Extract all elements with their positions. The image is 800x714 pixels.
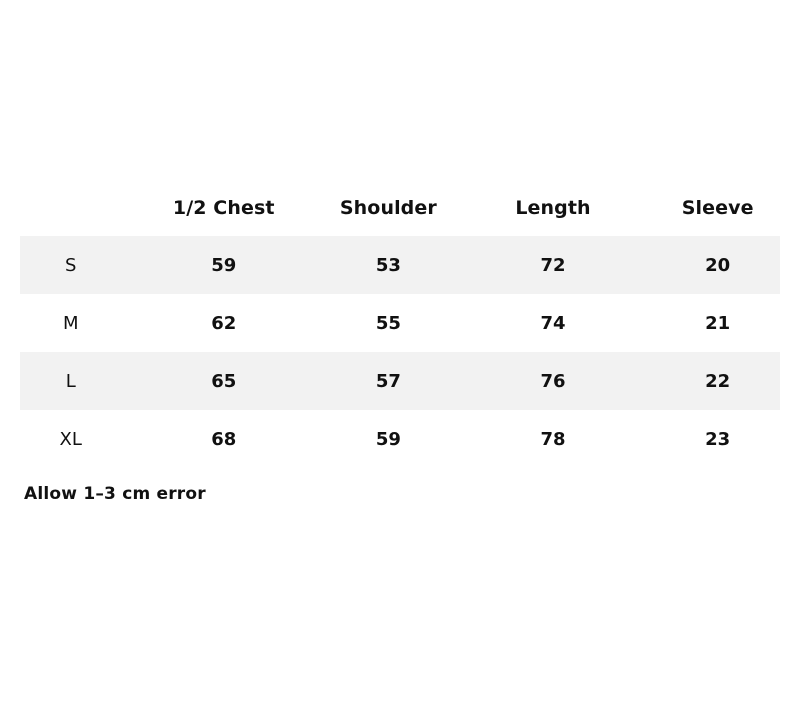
table-header-row: 1/2 Chest Shoulder Length Sleeve bbox=[0, 180, 800, 236]
size-chart-table: 1/2 Chest Shoulder Length Sleeve S 59 53… bbox=[0, 180, 800, 468]
cell-size: L bbox=[0, 352, 142, 410]
cell-chest: 65 bbox=[141, 352, 307, 410]
table-header: 1/2 Chest Shoulder Length Sleeve bbox=[0, 180, 800, 236]
cell-shoulder: 57 bbox=[306, 352, 471, 410]
cell-sleeve: 20 bbox=[635, 236, 800, 294]
cell-sleeve: 23 bbox=[705, 428, 731, 450]
table-row: M 62 55 74 21 bbox=[0, 294, 800, 352]
cell-shoulder: 55 bbox=[375, 312, 401, 334]
cell-size: S bbox=[0, 236, 142, 294]
column-header-length: Length bbox=[470, 180, 636, 236]
cell-shoulder: 59 bbox=[375, 428, 401, 450]
measurement-tolerance-note: Allow 1–3 cm error bbox=[24, 484, 206, 504]
cell-shoulder: 53 bbox=[306, 236, 471, 294]
cell-chest: 62 bbox=[211, 312, 237, 334]
table-row: XL 68 59 78 23 bbox=[0, 410, 800, 468]
cell-length: 74 bbox=[540, 312, 566, 334]
cell-sleeve: 21 bbox=[705, 312, 731, 334]
cell-size: M bbox=[62, 312, 79, 334]
table-row: S 59 53 72 20 bbox=[0, 236, 800, 294]
table-row: L 65 57 76 22 bbox=[0, 352, 800, 410]
column-header-chest: 1/2 Chest bbox=[141, 180, 307, 236]
column-header-shoulder: Shoulder bbox=[306, 180, 471, 236]
table-body: S 59 53 72 20 M 62 55 74 21 L 65 57 76 2… bbox=[0, 236, 800, 468]
cell-chest: 59 bbox=[141, 236, 307, 294]
cell-sleeve: 22 bbox=[635, 352, 800, 410]
cell-length: 72 bbox=[470, 236, 636, 294]
cell-chest: 68 bbox=[211, 428, 237, 450]
cell-size: XL bbox=[59, 428, 82, 450]
cell-length: 78 bbox=[540, 428, 566, 450]
column-header-sleeve: Sleeve bbox=[635, 180, 800, 236]
cell-length: 76 bbox=[470, 352, 636, 410]
column-header-size bbox=[0, 180, 142, 236]
